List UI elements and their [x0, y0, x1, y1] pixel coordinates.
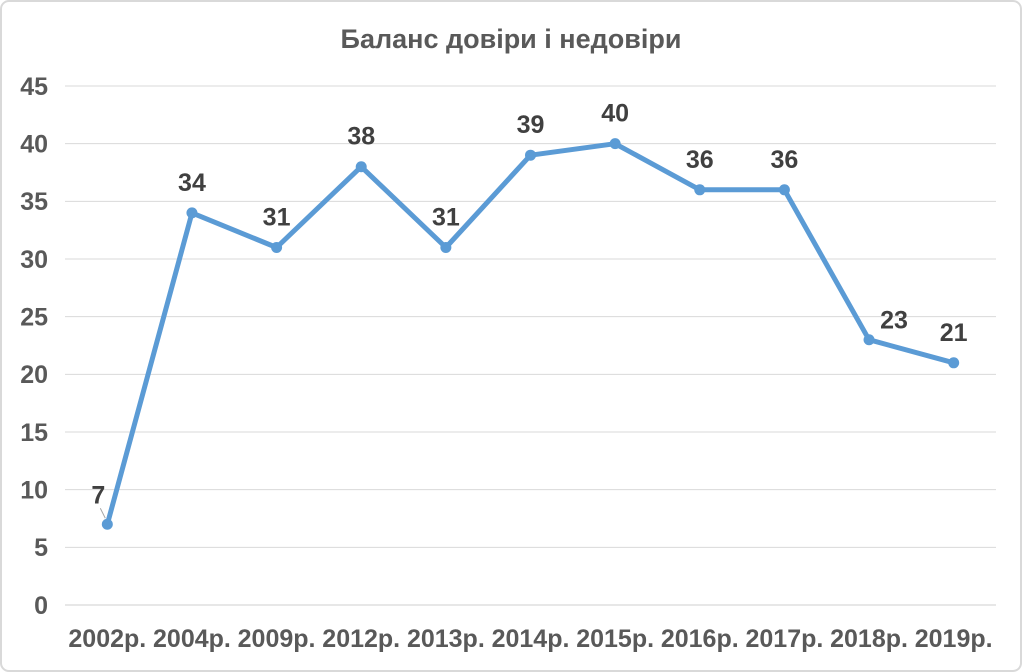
data-point-marker: [271, 241, 283, 253]
data-point-marker: [355, 161, 367, 173]
x-tick-label: 2009р.: [238, 625, 316, 653]
data-point-marker: [186, 207, 198, 219]
chart-title: Баланс довіри і недовіри: [340, 24, 682, 54]
x-tick-label: 2016р.: [661, 625, 739, 653]
data-point-marker: [609, 138, 621, 150]
data-label: 34: [178, 169, 206, 197]
data-label-leader-line: [99, 508, 106, 519]
data-point-marker: [863, 334, 875, 346]
x-tick-label: 2004р.: [153, 625, 231, 653]
data-label: 31: [432, 203, 460, 231]
data-label: 36: [771, 146, 799, 174]
data-point-marker: [525, 149, 536, 161]
data-label: 39: [517, 111, 545, 139]
y-tick-label: 35: [20, 188, 48, 216]
y-tick-label: 15: [20, 419, 48, 447]
y-tick-label: 40: [20, 130, 48, 158]
x-tick-label: 2019р.: [915, 625, 993, 653]
x-tick-label: 2013р.: [407, 625, 485, 653]
y-tick-label: 25: [20, 303, 48, 331]
y-tick-label: 45: [20, 73, 48, 101]
data-label: 31: [263, 203, 291, 231]
data-label: 23: [880, 307, 908, 335]
data-point-marker: [948, 357, 960, 369]
x-tick-label: 2018р.: [830, 625, 908, 653]
data-label: 38: [347, 123, 375, 151]
data-point-marker: [778, 184, 790, 196]
y-tick-label: 5: [34, 534, 48, 562]
data-point-marker: [440, 241, 452, 253]
y-tick-label: 30: [20, 246, 48, 274]
y-tick-label: 10: [20, 476, 48, 504]
x-tick-label: 2015р.: [576, 625, 654, 653]
data-label: 40: [601, 100, 629, 128]
data-label: 36: [686, 146, 714, 174]
x-tick-label: 2012р.: [322, 625, 400, 653]
data-point-marker: [101, 518, 113, 530]
x-tick-label: 2017р.: [745, 625, 823, 653]
data-label: 21: [940, 319, 968, 347]
data-line: [104, 141, 957, 527]
y-tick-label: 20: [20, 361, 48, 389]
data-point-marker: [694, 184, 706, 196]
data-label: 7: [91, 481, 105, 509]
x-tick-label: 2014р.: [492, 625, 570, 653]
x-tick-label: 2002р.: [68, 625, 146, 653]
y-tick-label: 0: [34, 592, 48, 620]
